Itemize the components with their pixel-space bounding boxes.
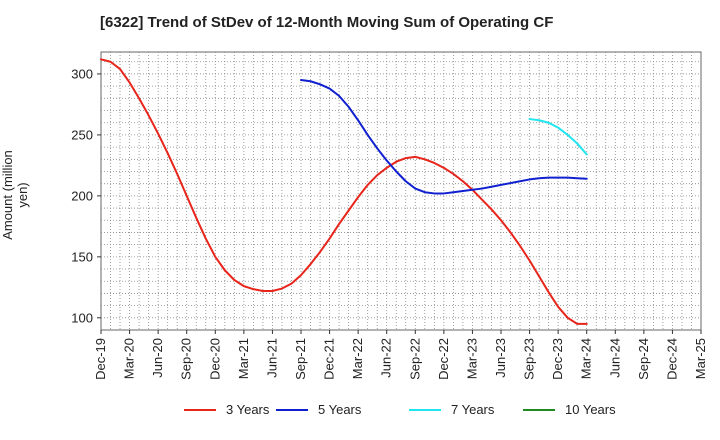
legend-swatch [523, 408, 555, 411]
x-tick-label: Dec-24 [664, 338, 679, 380]
x-tick-label: Jun-22 [379, 338, 394, 378]
x-tick-label: Jun-20 [150, 338, 165, 378]
series-line-5-years [300, 79, 588, 195]
x-tick-label: Sep-21 [293, 338, 308, 380]
legend-label: 3 Years [226, 402, 270, 417]
y-tick-label: 200 [71, 188, 93, 203]
x-tick-label: Jun-21 [264, 338, 279, 378]
x-tick-label: Mar-24 [579, 338, 594, 379]
y-tick-label: 100 [71, 310, 93, 325]
legend-label: 10 Years [565, 402, 616, 417]
x-tick-label: Dec-23 [550, 338, 565, 380]
x-tick-label: Mar-23 [464, 338, 479, 379]
legend-item: 7 Years [409, 402, 494, 417]
chart-title: [6322] Trend of StDev of 12-Month Moving… [100, 14, 554, 31]
x-tick-label: Dec-20 [207, 338, 222, 380]
legend-item: 3 Years [184, 402, 269, 417]
legend-swatch [184, 408, 216, 411]
x-tick-label: Sep-24 [636, 338, 651, 380]
x-tick-label: Dec-21 [322, 338, 337, 380]
y-tick-label: 300 [71, 66, 93, 81]
x-tick-label: Sep-22 [407, 338, 422, 380]
legend-label: 7 Years [451, 402, 495, 417]
y-tick-label: 250 [71, 127, 93, 142]
legend-swatch [276, 408, 308, 411]
x-tick-label: Mar-21 [236, 338, 251, 379]
legend-item: 10 Years [523, 402, 616, 417]
x-tick-label: Jun-24 [607, 338, 622, 378]
series-line-3-years [100, 58, 588, 325]
x-tick-label: Dec-19 [93, 338, 108, 380]
legend-swatch [409, 408, 441, 411]
x-tick-label: Mar-22 [350, 338, 365, 379]
x-tick-label: Sep-20 [179, 338, 194, 380]
legend-label: 5 Years [318, 402, 362, 417]
legend-item: 5 Years [276, 402, 361, 417]
plot-area [100, 51, 702, 331]
x-tick-label: Sep-23 [522, 338, 537, 380]
y-tick-label: 150 [71, 249, 93, 264]
x-tick-label: Jun-23 [493, 338, 508, 378]
x-tick-label: Dec-22 [436, 338, 451, 380]
legend: 3 Years 5 Years 7 Years 10 Years [0, 402, 720, 426]
x-tick-label: Mar-20 [122, 338, 137, 379]
series-line-7-years [528, 118, 588, 156]
x-tick-label: Mar-25 [693, 338, 708, 379]
